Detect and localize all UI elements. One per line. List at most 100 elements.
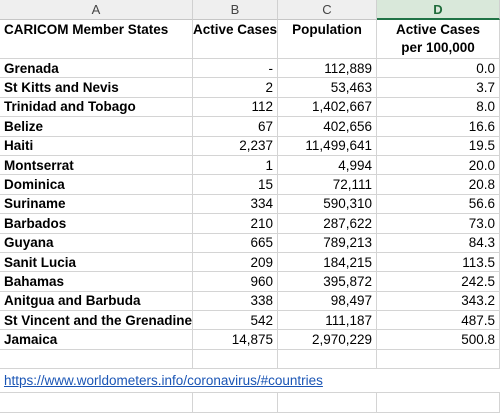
empty-cell[interactable]	[193, 349, 278, 370]
country-cell[interactable]: Barbados	[0, 214, 193, 234]
active-cases-cell[interactable]: 338	[193, 291, 278, 312]
population-cell[interactable]: 112,889	[278, 59, 377, 79]
header-population-label: Population	[292, 22, 362, 37]
population-cell[interactable]: 72,111	[278, 175, 377, 195]
header-per100k-line2: per 100,000	[401, 40, 475, 55]
table-row: Bahamas 960 395,872 242.5	[0, 272, 500, 292]
population-cell[interactable]: 2,970,229	[278, 330, 377, 350]
link-row: https://www.worldometers.info/coronaviru…	[0, 369, 500, 394]
table-row: Sanit Lucia 209 184,215 113.5	[0, 252, 500, 273]
country-cell[interactable]: Dominica	[0, 175, 193, 195]
active-cases-cell[interactable]: 334	[193, 194, 278, 215]
column-header-b[interactable]: B	[193, 0, 278, 20]
active-cases-cell[interactable]: -	[193, 59, 278, 79]
per100k-cell[interactable]: 8.0	[377, 97, 500, 118]
per100k-cell[interactable]: 343.2	[377, 291, 500, 312]
table-header-row: CARICOM Member States Active Cases Popul…	[0, 20, 500, 59]
per100k-cell[interactable]: 73.0	[377, 214, 500, 234]
per100k-cell[interactable]: 500.8	[377, 330, 500, 350]
per100k-cell[interactable]: 84.3	[377, 233, 500, 253]
active-cases-cell[interactable]: 67	[193, 117, 278, 137]
header-cell-member[interactable]: CARICOM Member States	[0, 20, 193, 59]
active-cases-cell[interactable]: 2,237	[193, 136, 278, 156]
per100k-cell[interactable]: 3.7	[377, 78, 500, 98]
table-row: Barbados 210 287,622 73.0	[0, 214, 500, 234]
country-cell[interactable]: Guyana	[0, 233, 193, 253]
per100k-cell[interactable]: 56.6	[377, 194, 500, 215]
country-cell[interactable]: Jamaica	[0, 330, 193, 350]
empty-cell[interactable]	[278, 349, 377, 370]
table-body: Grenada -112,889 0.0 St Kitts and Nevis 2 53,…	[0, 59, 500, 350]
per100k-cell[interactable]: 20.8	[377, 175, 500, 195]
population-cell[interactable]: 402,656	[278, 117, 377, 137]
country-cell[interactable]: Grenada	[0, 59, 193, 79]
population-cell[interactable]: 590,310	[278, 194, 377, 215]
population-cell[interactable]: 111,187	[278, 311, 377, 331]
country-cell[interactable]: St Kitts and Nevis	[0, 78, 193, 98]
population-cell[interactable]: 1,402,667	[278, 97, 377, 118]
empty-cell[interactable]	[0, 349, 193, 370]
country-cell[interactable]: Bahamas	[0, 272, 193, 292]
population-cell[interactable]: 11,499,641	[278, 136, 377, 156]
per100k-cell[interactable]: 19.5	[377, 136, 500, 156]
table-row: Guyana 665 789,213 84.3	[0, 233, 500, 253]
column-header-d[interactable]: D	[377, 0, 500, 20]
table-row: Grenada -112,889 0.0	[0, 59, 500, 79]
population-cell[interactable]: 789,213	[278, 233, 377, 253]
per100k-cell[interactable]: 487.5	[377, 311, 500, 331]
table-row: Belize 67 402,656 16.6	[0, 117, 500, 137]
table-row: St Kitts and Nevis 2 53,463 3.7	[0, 78, 500, 98]
empty-cell[interactable]	[377, 349, 500, 370]
active-cases-cell[interactable]: 15	[193, 175, 278, 195]
population-cell[interactable]: 184,215	[278, 252, 377, 273]
population-cell[interactable]: 395,872	[278, 272, 377, 292]
header-per100k-line1: Active Cases	[395, 22, 481, 37]
active-cases-cell[interactable]: 1	[193, 155, 278, 176]
country-cell[interactable]: Haiti	[0, 136, 193, 156]
column-header-a[interactable]: A	[0, 0, 193, 20]
table-row: Anitgua and Barbuda 338 98,497 343.2	[0, 291, 500, 312]
header-member-label: CARICOM Member States	[4, 22, 169, 37]
link-cell: https://www.worldometers.info/coronaviru…	[0, 369, 500, 394]
country-cell[interactable]: Anitgua and Barbuda	[0, 291, 193, 312]
empty-row	[0, 349, 500, 370]
active-cases-cell[interactable]: 665	[193, 233, 278, 253]
per100k-cell[interactable]: 16.6	[377, 117, 500, 137]
header-cell-population[interactable]: Population	[278, 20, 377, 59]
header-cell-cases[interactable]: Active Cases	[193, 20, 278, 59]
table-row: Montserrat 1 4,994 20.0	[0, 155, 500, 176]
population-cell[interactable]: 287,622	[278, 214, 377, 234]
country-cell[interactable]: Suriname	[0, 194, 193, 215]
population-cell[interactable]: 53,463	[278, 78, 377, 98]
population-cell[interactable]: 4,994	[278, 155, 377, 176]
column-header-c[interactable]: C	[278, 0, 377, 20]
country-cell[interactable]: Sanit Lucia	[0, 252, 193, 273]
per100k-cell[interactable]: 20.0	[377, 155, 500, 176]
table-row: Trinidad and Tobago 112 1,402,667 8.0	[0, 97, 500, 118]
header-cell-per100k[interactable]: Active Cases per 100,000	[377, 20, 500, 59]
per100k-cell[interactable]: 242.5	[377, 272, 500, 292]
active-cases-cell[interactable]: 542	[193, 311, 278, 331]
country-cell[interactable]: Montserrat	[0, 155, 193, 176]
header-cases-label: Active Cases	[192, 22, 278, 37]
active-cases-cell[interactable]: 210	[193, 214, 278, 234]
active-cases-cell[interactable]: 14,875	[193, 330, 278, 350]
per100k-cell[interactable]: 0.0	[377, 59, 500, 79]
active-cases-cell[interactable]: 2	[193, 78, 278, 98]
table-row: St Vincent and the Grenadines 542 111,187 4…	[0, 311, 500, 331]
column-header-bar: A B C D	[0, 0, 500, 20]
active-cases-cell[interactable]: 209	[193, 252, 278, 273]
table-row: Suriname 334 590,310 56.6	[0, 194, 500, 215]
active-cases-cell[interactable]: 960	[193, 272, 278, 292]
table-row: Haiti 2,237 11,499,641 19.5	[0, 136, 500, 156]
country-cell[interactable]: St Vincent and the Grenadines	[0, 311, 193, 331]
table-row: Jamaica 14,875 2,970,229 500.8	[0, 330, 500, 350]
country-cell[interactable]: Belize	[0, 117, 193, 137]
population-cell[interactable]: 98,497	[278, 291, 377, 312]
country-cell[interactable]: Trinidad and Tobago	[0, 97, 193, 118]
active-cases-cell[interactable]: 112	[193, 97, 278, 118]
per100k-cell[interactable]: 113.5	[377, 252, 500, 273]
table-row: Dominica 15 72,111 20.8	[0, 175, 500, 195]
source-link[interactable]: https://www.worldometers.info/coronaviru…	[4, 373, 323, 389]
